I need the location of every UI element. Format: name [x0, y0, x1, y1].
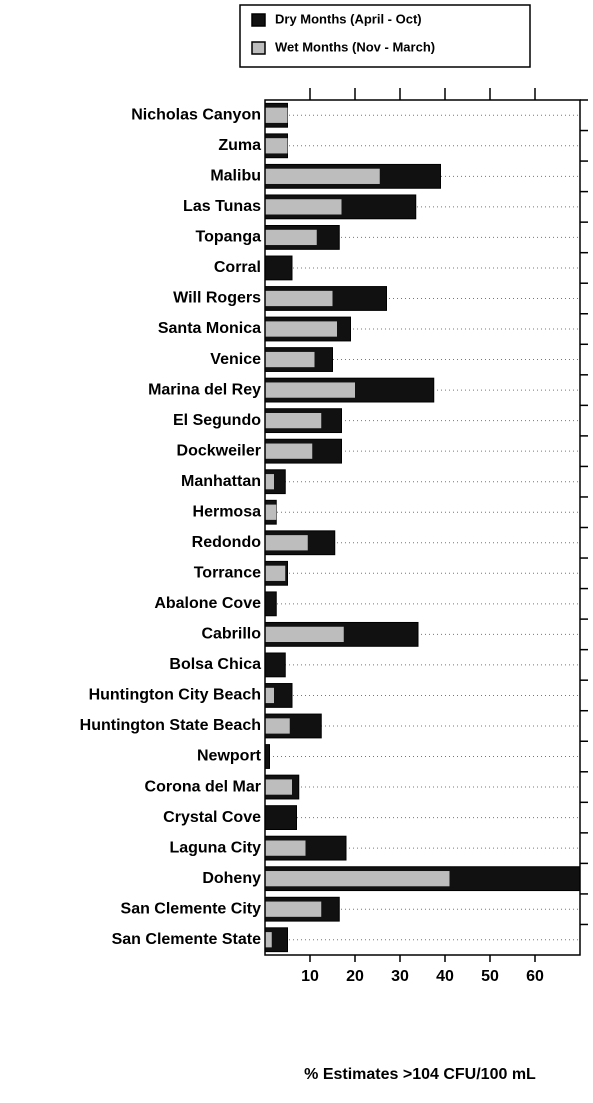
y-tick-label: Laguna City: [169, 839, 261, 856]
bar: [264, 255, 293, 281]
y-tick-label: Malibu: [210, 168, 261, 185]
y-tick-label: Newport: [197, 748, 262, 765]
bar: [265, 871, 450, 887]
y-tick-label: Dockweiler: [177, 442, 261, 459]
legend-label: Dry Months (April - Oct): [275, 11, 422, 26]
bar: [265, 932, 272, 948]
bar: [265, 382, 355, 398]
bar: [265, 199, 342, 215]
bar: [265, 504, 277, 520]
bar: [265, 138, 288, 154]
y-tick-label: Corona del Mar: [145, 778, 261, 795]
bar: [265, 626, 344, 643]
x-tick-label: 10: [301, 968, 319, 985]
legend-box: [239, 4, 531, 68]
y-tick-label: Redondo: [192, 534, 262, 551]
legend-label: Wet Months (Nov - March): [275, 39, 435, 54]
y-tick-label: Cabrillo: [201, 626, 261, 643]
y-tick-label: Hermosa: [193, 503, 262, 520]
bar: [265, 565, 286, 581]
bar: [265, 443, 313, 459]
bar: [265, 229, 317, 246]
x-tick-label: 50: [481, 968, 499, 985]
x-tick-label: 20: [346, 968, 364, 985]
bar: [264, 652, 286, 678]
x-tick-label: 60: [526, 968, 544, 985]
bar: [265, 290, 333, 307]
bar: [265, 474, 274, 490]
bar: [265, 840, 306, 856]
bar: [265, 901, 322, 917]
y-tick-label: Bolsa Chica: [169, 656, 261, 673]
bar: [265, 412, 322, 429]
y-tick-label: Doheny: [202, 870, 261, 887]
bar: [265, 687, 274, 704]
y-tick-label: San Clemente State: [112, 931, 261, 948]
x-tick-label: 30: [391, 968, 409, 985]
bar: [265, 168, 380, 184]
bar: [265, 535, 308, 551]
y-tick-label: Huntington State Beach: [80, 717, 261, 734]
y-tick-label: Marina del Rey: [148, 381, 261, 398]
y-tick-label: Abalone Cove: [154, 595, 261, 612]
y-tick-label: Nicholas Canyon: [131, 106, 261, 123]
y-tick-label: Corral: [214, 259, 261, 276]
bar: [265, 718, 290, 734]
y-tick-label: Zuma: [218, 137, 261, 154]
y-tick-label: Huntington City Beach: [89, 687, 261, 704]
y-tick-label: Manhattan: [181, 473, 261, 490]
bar: [265, 351, 315, 368]
y-tick-label: Torrance: [194, 565, 261, 582]
y-tick-label: Will Rogers: [173, 290, 261, 307]
x-tick-label: 40: [436, 968, 454, 985]
legend-swatch: [251, 13, 266, 27]
y-tick-label: San Clemente City: [121, 900, 262, 917]
y-tick-label: El Segundo: [173, 412, 261, 429]
y-tick-label: Las Tunas: [183, 198, 261, 215]
bar: [265, 107, 288, 123]
legend-swatch: [251, 41, 266, 55]
plot-frame: [264, 99, 581, 956]
y-tick-label: Topanga: [196, 229, 262, 246]
bar: [265, 779, 292, 795]
bar: [265, 321, 337, 337]
x-axis-label: % Estimates >104 CFU/100 mL: [304, 1066, 536, 1083]
y-tick-label: Santa Monica: [158, 320, 261, 337]
bar: [264, 591, 277, 617]
y-tick-label: Crystal Cove: [163, 809, 261, 826]
y-tick-label: Venice: [210, 351, 261, 368]
bar: [264, 805, 297, 830]
